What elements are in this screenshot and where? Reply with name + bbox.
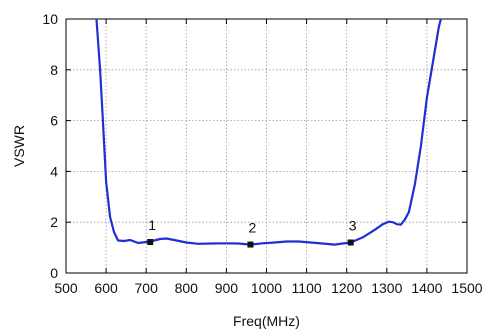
vswr-series-line [95,19,443,246]
markers: 1 2 3 [147,217,357,248]
x-axis-title: Freq(MHz) [233,313,300,329]
x-tick-label: 1500 [451,280,482,296]
x-tick-label: 900 [215,280,239,296]
marker-point-2 [247,241,254,248]
y-tick-label: 4 [50,163,58,179]
y-axis-title: VSWR [11,125,27,167]
grid [66,19,467,273]
x-tick-label: 1200 [331,280,362,296]
marker-label-2: 2 [249,220,257,236]
y-tick-labels: 0 2 4 6 8 10 [42,11,58,281]
marker-label-3: 3 [349,218,357,234]
marker-point-3 [347,239,354,246]
x-tick-label: 1000 [251,280,282,296]
y-tick-label: 10 [42,11,58,27]
y-tick-label: 0 [50,265,58,281]
x-tick-label: 800 [175,280,199,296]
y-tick-label: 2 [50,214,58,230]
marker-point-1 [147,239,154,246]
marker-label-1: 1 [148,217,156,233]
y-tick-label: 8 [50,62,58,78]
axis-ticks [65,18,468,274]
y-tick-label: 6 [50,113,58,129]
x-tick-labels: 500 600 700 800 900 1000 1100 1200 1300 1400 1500 [54,280,482,296]
x-tick-label: 700 [135,280,159,296]
x-tick-label: 1400 [411,280,442,296]
x-tick-label: 1100 [292,280,322,296]
x-tick-label: 500 [54,280,78,296]
x-tick-label: 1300 [371,280,402,296]
x-tick-label: 600 [94,280,118,296]
